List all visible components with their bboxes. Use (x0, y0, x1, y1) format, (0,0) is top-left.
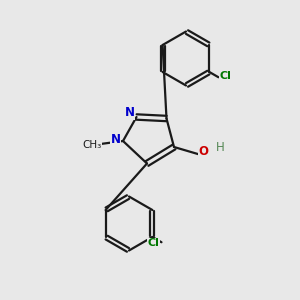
Text: Cl: Cl (219, 71, 231, 81)
Text: H: H (216, 141, 225, 154)
Text: CH₃: CH₃ (82, 140, 102, 150)
Text: N: N (110, 133, 121, 146)
Text: Cl: Cl (147, 238, 159, 248)
Text: N: N (125, 106, 135, 119)
Text: O: O (198, 145, 208, 158)
